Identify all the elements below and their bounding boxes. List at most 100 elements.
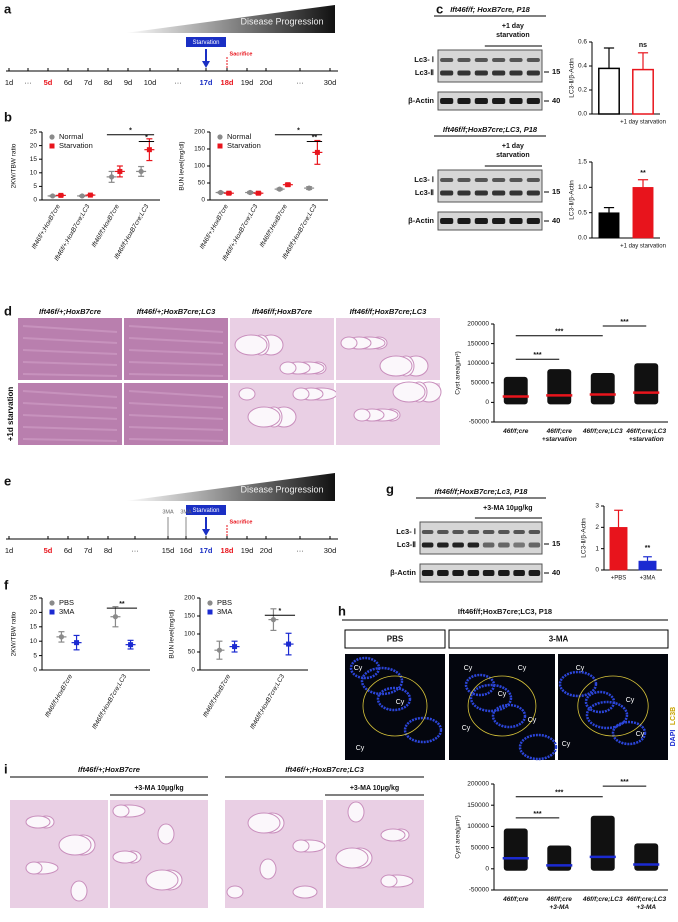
point: [216, 647, 223, 653]
y-axis-label: Cyst area(μm²): [455, 351, 462, 394]
y-tick-label: 200000: [467, 321, 489, 328]
y-tick-label: 50000: [471, 844, 489, 851]
tissue-texture: [128, 390, 224, 398]
row-label: β-Actin: [408, 96, 434, 105]
bar: [638, 560, 657, 571]
x-tick-label: Ift46f/f;HoxB7cre: [259, 203, 289, 249]
x-tick-label: 46f/f;cre: [502, 428, 529, 435]
band: [467, 570, 480, 576]
x-tick-label: 46f/f;cre;LC3: [582, 428, 623, 435]
column-label: Ift46f/+;HoxB7cre: [39, 307, 101, 316]
cyst-lumen: [380, 874, 398, 888]
band: [467, 530, 480, 534]
legend-label: 3MA: [59, 607, 74, 616]
event-label: Starvation: [192, 40, 219, 46]
point: [138, 168, 144, 175]
row-label: β-Actin: [390, 568, 416, 577]
band: [421, 530, 434, 534]
tissue-texture: [128, 325, 224, 333]
x-tick-label: Ift46f/f;HoxB7cre: [91, 203, 121, 249]
day-label: ···: [296, 78, 304, 87]
day-label: 16d: [180, 546, 193, 555]
day-label: 20d: [260, 546, 273, 555]
band: [526, 58, 540, 62]
if-epithelium: [403, 716, 443, 744]
progression-wedge: [125, 473, 335, 501]
point: [286, 641, 292, 647]
x-tick-line: 46f/f;cre;LC3: [582, 896, 623, 903]
blot-title: Ift46f/f;HoxB7cre;LC3, P18: [443, 125, 538, 134]
row-label: Lc3- Ⅰ: [414, 175, 434, 184]
legend-marker: [49, 134, 55, 140]
size-marker: 40: [552, 96, 560, 105]
band: [457, 58, 471, 62]
tissue-texture: [128, 373, 224, 377]
x-tick-label: 46f/f;cre +3-MA: [546, 896, 573, 911]
panel-label: a: [4, 1, 12, 16]
significance-label: ***: [620, 779, 628, 786]
legend-label: Normal: [227, 132, 252, 141]
x-tick-label: Ift46f/f;HoxB7cre;LC3: [113, 203, 150, 261]
column-label: Ift46f/+;HoxB7cre;LC3: [285, 765, 364, 774]
progression-wedge: [125, 5, 335, 33]
day-label: 5d: [44, 546, 53, 555]
point-cloud: [590, 373, 615, 405]
y-tick-label: 0.0: [578, 111, 587, 118]
if-epithelium: [376, 686, 412, 712]
band: [509, 70, 523, 76]
legend-marker: [217, 134, 223, 140]
blot-actin: [437, 211, 543, 231]
size-marker: 40: [552, 216, 560, 225]
progression-label: Disease Progression: [240, 16, 323, 26]
significance-label: ns: [639, 42, 647, 49]
y-tick-label: 0.4: [578, 63, 587, 70]
legend-marker: [49, 609, 55, 615]
band: [526, 190, 540, 196]
panel-label: g: [386, 481, 394, 496]
panel-label: c: [436, 1, 443, 16]
if-epithelium: [585, 700, 629, 730]
cyst-label: Cy: [354, 665, 363, 672]
band: [452, 530, 464, 534]
point-cloud: [590, 815, 615, 871]
cyst-label: Cy: [528, 717, 537, 724]
stain-label: LC3B: [670, 707, 677, 725]
panel-label: d: [4, 303, 12, 318]
y-tick-label: 0: [201, 197, 205, 204]
band: [498, 542, 510, 548]
column-label: Ift46f/+;HoxB7cre;LC3: [137, 307, 216, 316]
cyst-lumen: [353, 408, 371, 422]
cyst-label: Cy: [498, 691, 507, 698]
y-tick-label: -50000: [469, 419, 490, 426]
point: [270, 617, 277, 623]
band: [452, 570, 464, 576]
cyst-label: Cy: [576, 665, 585, 672]
legend-label: PBS: [59, 598, 74, 607]
row-label: Lc3-Ⅱ: [397, 540, 416, 549]
band: [528, 542, 541, 548]
y-tick-label: 0: [485, 866, 489, 873]
y-axis-label: 2KW/TBW ratio: [11, 611, 18, 656]
legend-label: Normal: [59, 132, 84, 141]
significance-label: *: [279, 608, 282, 615]
cyst-lumen: [238, 387, 256, 401]
if-image: [449, 654, 555, 760]
legend-marker: [49, 600, 55, 606]
day-label: 6d: [64, 546, 72, 555]
y-tick-label: 100: [184, 631, 195, 638]
day-label: 18d: [221, 546, 234, 555]
band: [437, 530, 449, 534]
day-label: 18d: [221, 78, 234, 87]
band: [474, 70, 488, 76]
band: [474, 98, 488, 104]
significance-label: *: [129, 128, 132, 135]
bar: [598, 67, 620, 115]
y-tick-label: 25: [30, 595, 38, 602]
y-tick-label: 0: [33, 667, 37, 674]
tissue-texture: [22, 414, 118, 420]
point: [247, 189, 253, 196]
y-axis-label: BUN level(mg/dl): [179, 141, 186, 190]
progression-label: Disease Progression: [240, 484, 323, 494]
event-arrowhead: [202, 61, 210, 68]
blot-lc3: [437, 49, 543, 83]
